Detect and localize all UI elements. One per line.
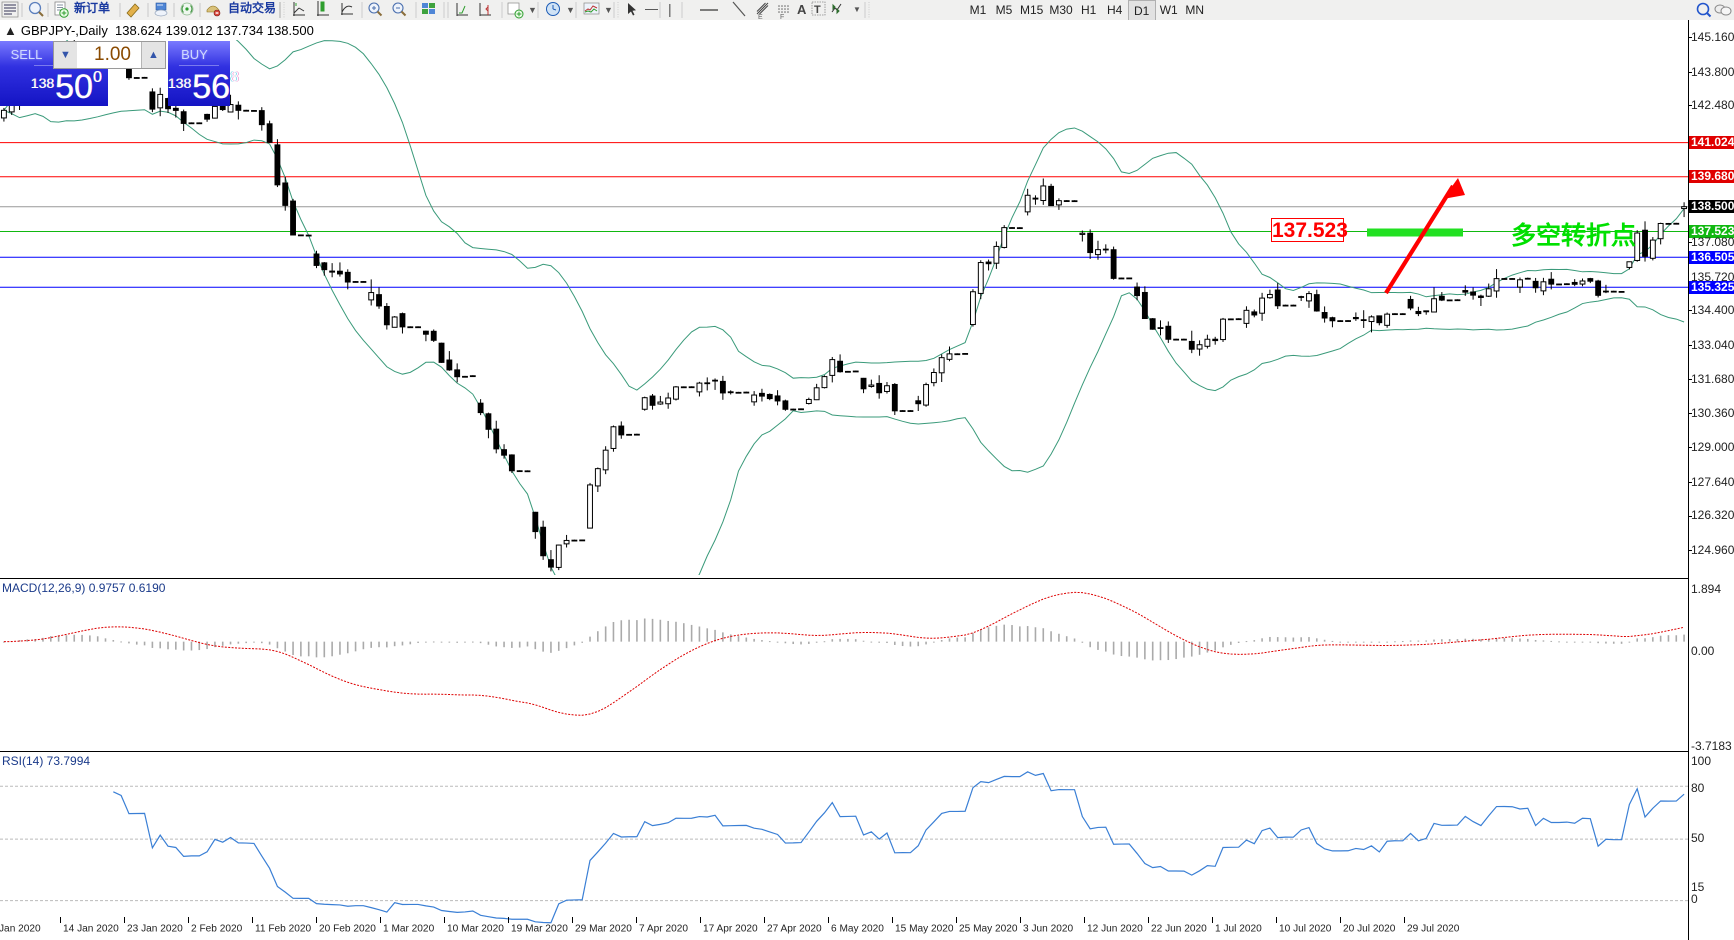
svg-text:▼: ▼ — [853, 5, 861, 14]
svg-text:—: — — [645, 1, 658, 16]
svg-text:A: A — [797, 2, 807, 17]
svg-text:新订单: 新订单 — [74, 0, 110, 15]
svg-text:T: T — [814, 4, 821, 16]
svg-text:自动交易: 自动交易 — [228, 0, 276, 15]
svg-text:▼: ▼ — [528, 5, 537, 15]
svg-text:▼: ▼ — [604, 5, 613, 15]
svg-text:|: | — [668, 1, 672, 17]
svg-text:▼: ▼ — [566, 5, 575, 15]
